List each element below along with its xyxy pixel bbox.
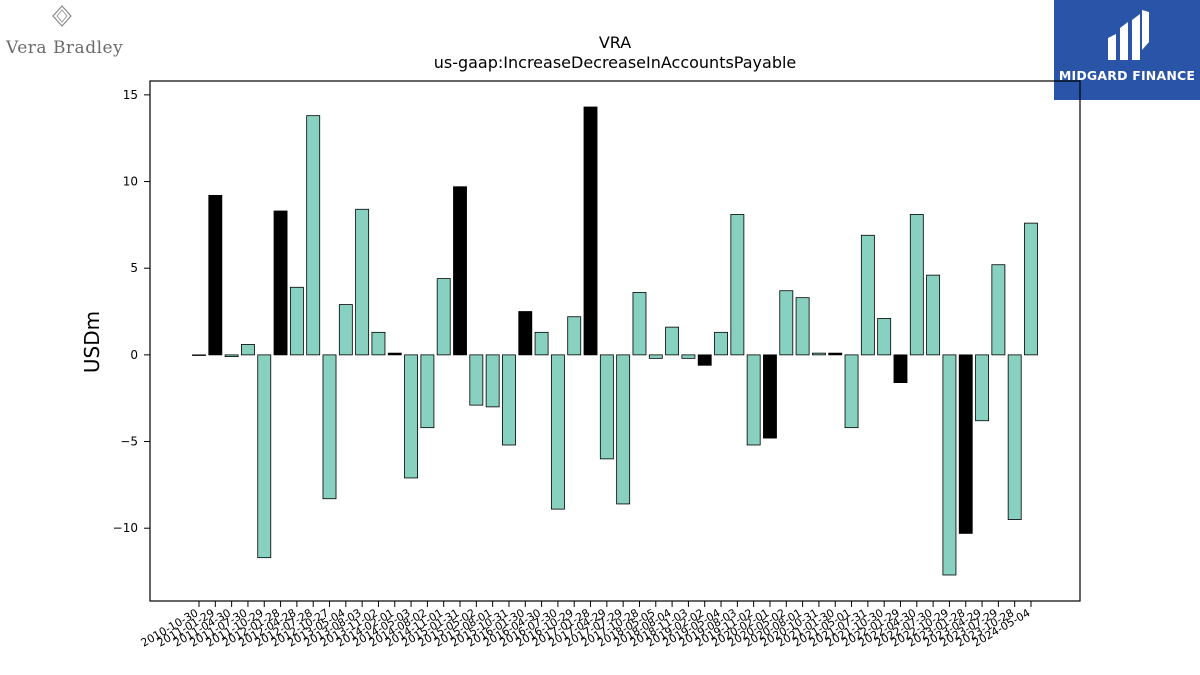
bar <box>681 354 696 359</box>
plot-frame <box>149 80 1081 602</box>
y-tick-label: 10 <box>123 175 138 189</box>
y-tick-label: 15 <box>123 88 138 102</box>
bar <box>665 326 680 356</box>
bar <box>338 304 353 356</box>
bar <box>730 214 745 356</box>
bar <box>844 354 859 429</box>
x-axis: 2010-10-302011-01-292011-04-302011-07-30… <box>139 601 1033 650</box>
bar <box>975 354 989 422</box>
bar <box>746 354 761 446</box>
bar <box>1007 354 1022 520</box>
bar <box>632 292 647 356</box>
bar <box>420 354 435 429</box>
y-tick-label: 0 <box>130 348 138 362</box>
bar <box>926 274 941 356</box>
bar <box>387 352 402 356</box>
bar <box>714 331 728 356</box>
bar <box>436 278 451 356</box>
y-axis: 15 10 5 0 −5 −10 <box>113 88 150 535</box>
bar <box>241 344 255 356</box>
bar <box>192 354 206 356</box>
midgard-finance-logo-text: MIDGARD FINANCE <box>1058 68 1196 83</box>
bar <box>371 331 386 356</box>
bar <box>534 331 549 356</box>
bar <box>779 290 794 356</box>
bar <box>453 186 467 356</box>
chart-subtitle: us-gaap:IncreaseDecreaseInAccountsPayabl… <box>434 53 797 72</box>
bar <box>257 354 272 559</box>
vera-bradley-logo: Vera Bradley <box>4 4 124 64</box>
bar <box>958 354 973 534</box>
chart-title: VRA <box>599 33 631 52</box>
bar <box>697 354 712 366</box>
bar <box>224 354 239 357</box>
bar <box>599 354 614 460</box>
bar <box>1024 222 1038 356</box>
bar <box>502 354 516 446</box>
bar <box>583 106 598 356</box>
bar <box>404 354 418 479</box>
bar <box>485 354 500 408</box>
bar <box>909 214 924 356</box>
diamond-logo-icon <box>52 5 72 27</box>
vera-bradley-logo-text: Vera Bradley <box>6 38 124 58</box>
y-axis-label: USDm <box>80 311 104 373</box>
y-tick-label: 5 <box>130 261 138 275</box>
midgard-finance-logo: MIDGARD FINANCE <box>1054 0 1200 100</box>
bar <box>877 318 892 356</box>
bar <box>991 264 1006 356</box>
bar <box>289 286 304 356</box>
bar <box>795 297 810 356</box>
bar <box>860 234 875 356</box>
bar <box>616 354 631 505</box>
bar <box>208 194 223 356</box>
bar <box>355 208 370 356</box>
bar <box>518 311 533 356</box>
bar <box>648 354 663 359</box>
bar <box>273 210 288 356</box>
y-tick-label: −10 <box>113 521 138 535</box>
bar <box>763 354 777 439</box>
midgard-mark-icon <box>1108 10 1149 60</box>
bar <box>469 354 484 406</box>
y-tick-label: −5 <box>120 435 138 449</box>
bar <box>893 354 908 383</box>
bars-group <box>192 106 1038 576</box>
bar <box>828 352 843 356</box>
bar <box>812 352 826 356</box>
bar <box>550 354 565 510</box>
bar <box>322 354 337 500</box>
bar <box>306 115 321 356</box>
bar <box>942 354 957 576</box>
bar <box>567 316 582 356</box>
